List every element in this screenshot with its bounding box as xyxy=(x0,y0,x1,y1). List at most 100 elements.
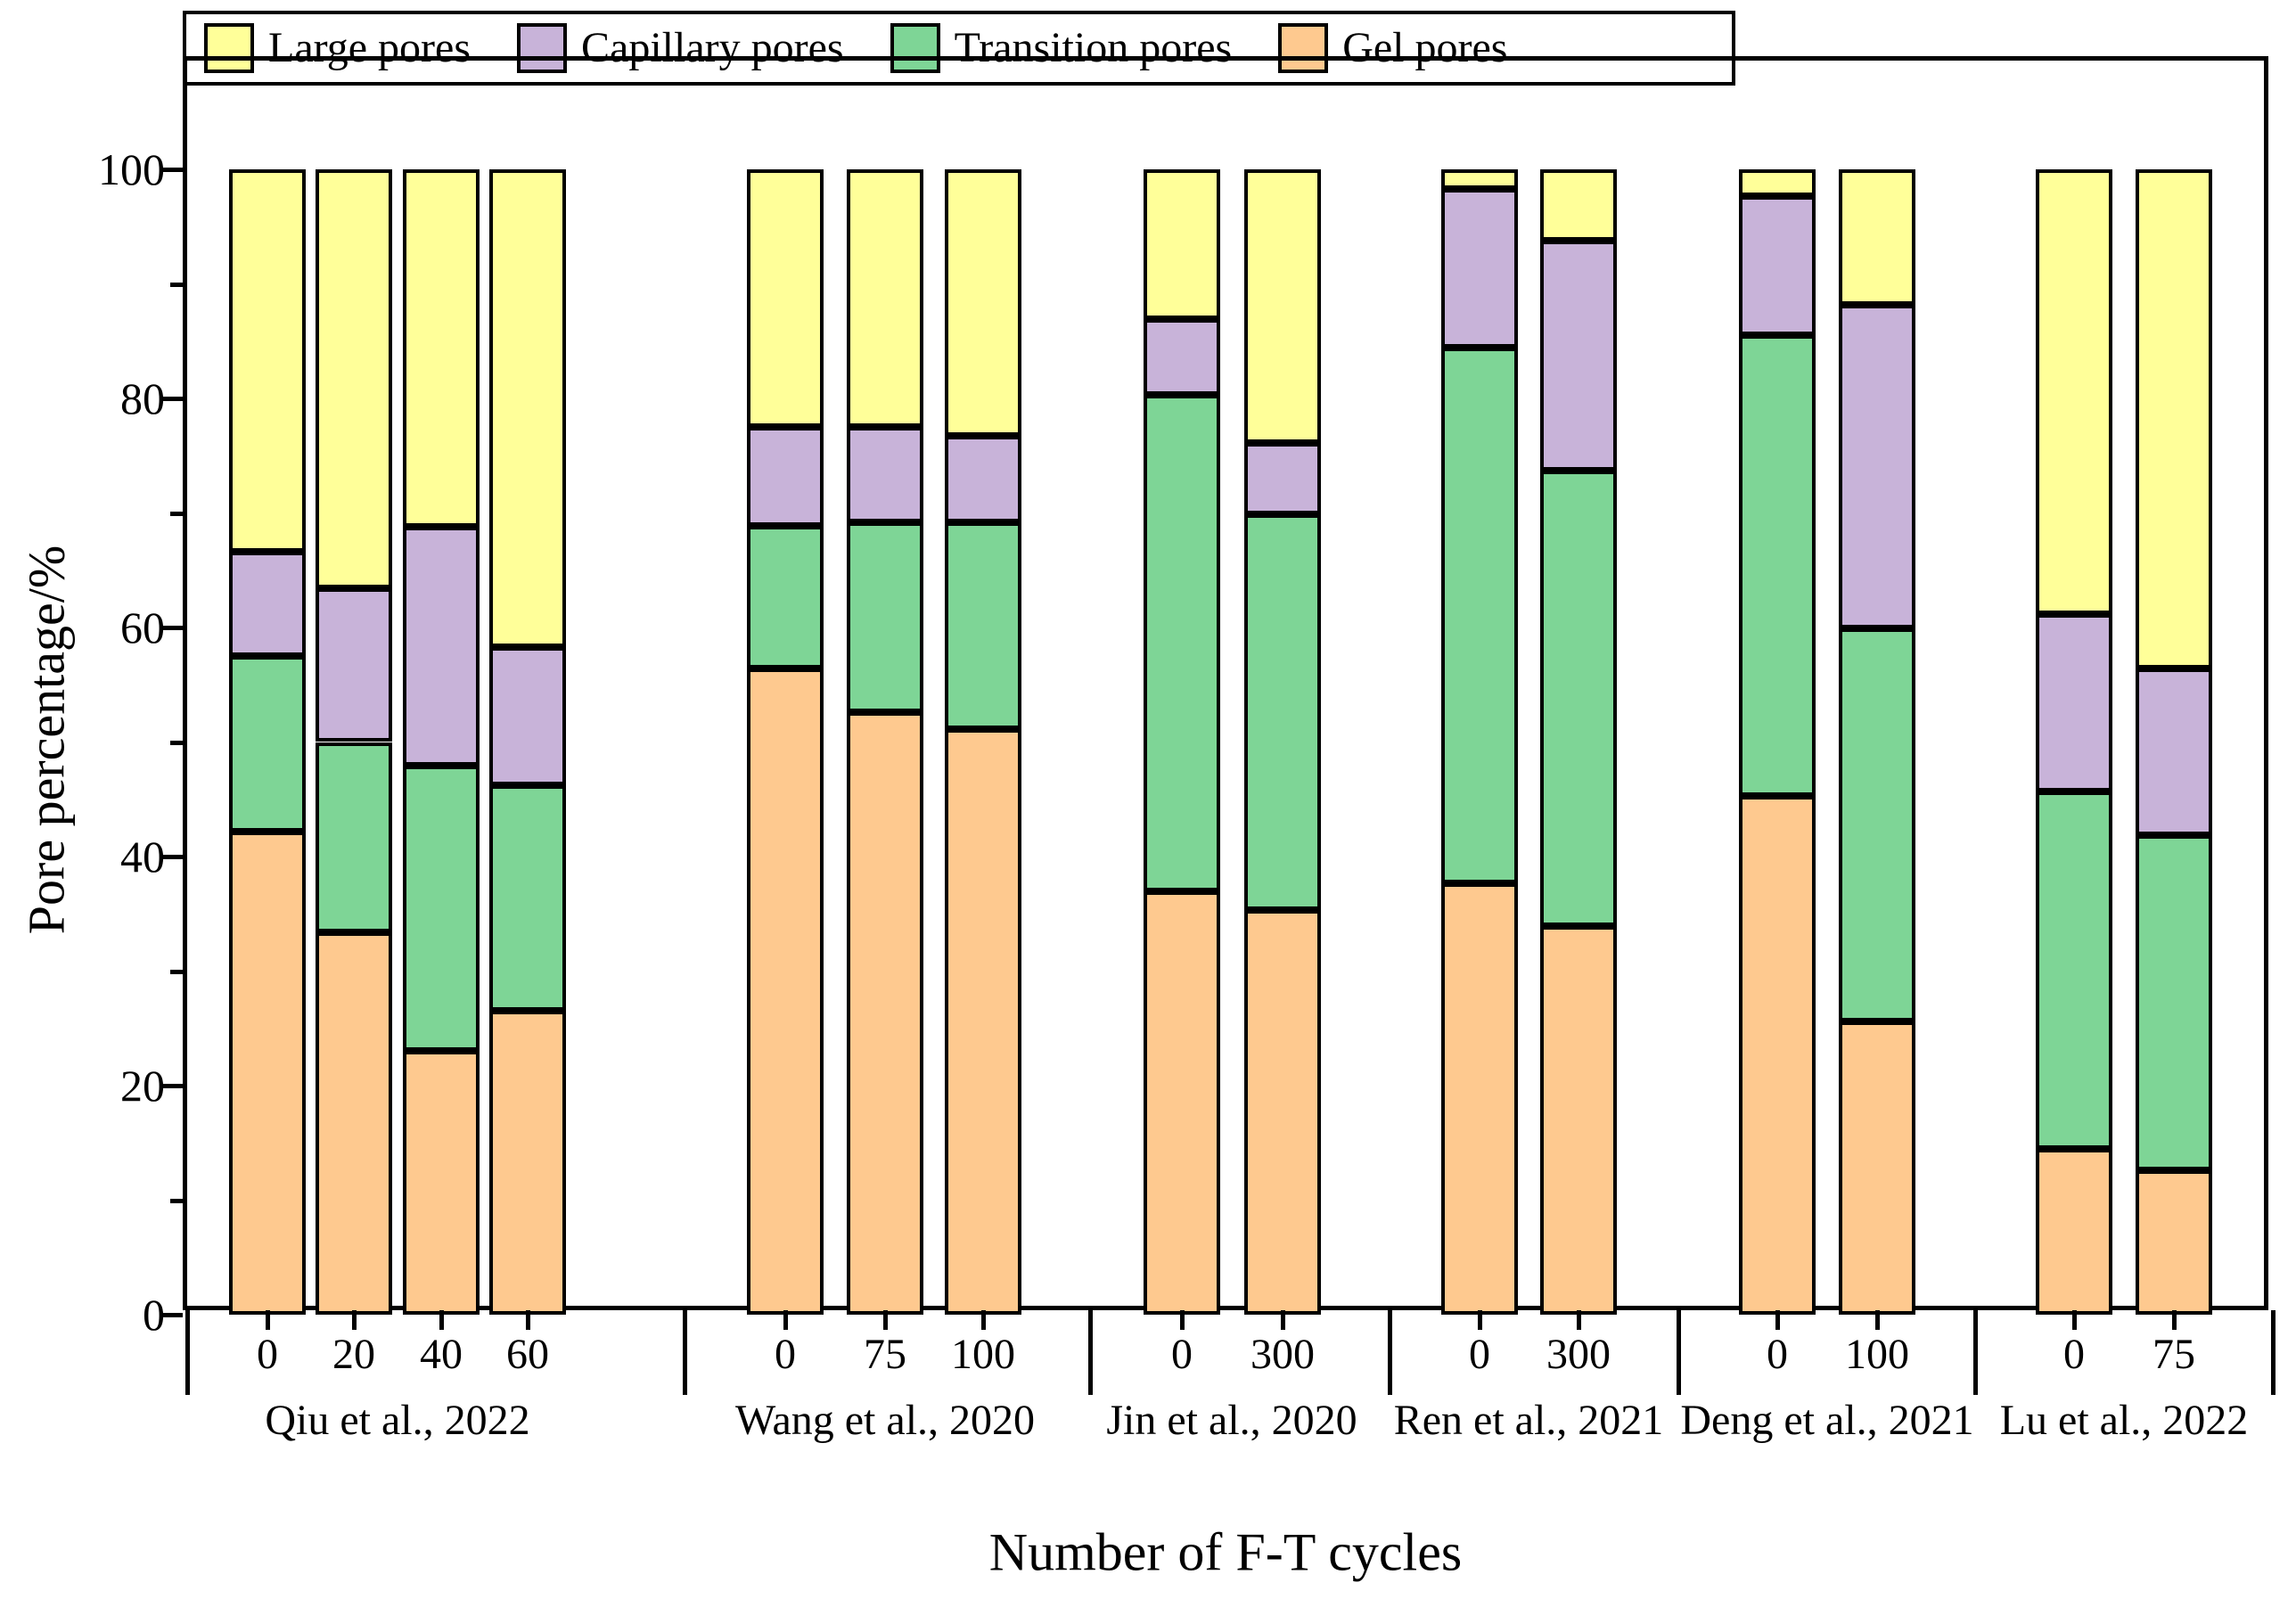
capillary-pores-segment xyxy=(945,436,1021,522)
y-axis-major-tick xyxy=(160,626,183,630)
gel-pores-segment xyxy=(403,1051,480,1315)
y-axis-major-tick xyxy=(160,855,183,859)
group-separator xyxy=(1088,1310,1093,1395)
x-axis-tick xyxy=(783,1310,788,1330)
transition-pores-segment xyxy=(1244,513,1321,911)
transition-pores-segment xyxy=(1839,628,1915,1022)
gel-pores-segment xyxy=(1839,1021,1915,1315)
gel-pores-segment xyxy=(945,729,1021,1315)
capillary-pores-segment xyxy=(489,646,566,786)
y-axis-major-tick xyxy=(160,397,183,401)
large-pores-segment xyxy=(2136,169,2212,669)
capillary-pores-segment xyxy=(1839,304,1915,629)
plot-area: 0 20 40 60 80 100 0 20 40 60 Qiu et al., 2022 0 75 10… xyxy=(98,56,2276,1442)
legend-item-transition-pores: Transition pores xyxy=(890,23,1233,73)
gel-pores-segment xyxy=(747,668,824,1315)
large-pores-swatch xyxy=(204,23,254,73)
x-axis-tick xyxy=(981,1310,986,1330)
y-tick-label: 80 xyxy=(120,373,165,423)
chart-legend: Large pores Capillary pores Transition por… xyxy=(183,11,1735,86)
group-label-study: Ren et al., 2021 xyxy=(1393,1397,1664,1444)
large-pores-segment xyxy=(489,169,566,647)
large-pores-segment xyxy=(945,169,1021,437)
gel-pores-segment xyxy=(1739,795,1816,1315)
transition-pores-segment xyxy=(1739,335,1816,796)
group-separator xyxy=(1388,1310,1392,1395)
legend-label: Gel pores xyxy=(1342,24,1508,71)
gel-pores-segment xyxy=(2036,1148,2112,1315)
y-axis-minor-tick xyxy=(170,969,183,974)
y-axis-minor-tick xyxy=(170,1198,183,1203)
y-axis-minor-tick xyxy=(170,282,183,287)
x-tick-label-cycles: 75 xyxy=(864,1331,906,1378)
gel-pores-segment xyxy=(229,831,306,1315)
capillary-pores-segment xyxy=(2136,668,2212,835)
capillary-pores-segment xyxy=(747,427,824,526)
y-axis-minor-tick xyxy=(170,511,183,516)
x-axis-tick xyxy=(439,1310,444,1330)
stacked-bar xyxy=(1144,61,1220,1315)
y-tick-label: 0 xyxy=(143,1290,165,1340)
x-tick-label-cycles: 300 xyxy=(1546,1331,1611,1378)
x-tick-label-cycles: 300 xyxy=(1250,1331,1315,1378)
y-axis-major-tick xyxy=(160,1313,183,1317)
stacked-bar xyxy=(2036,61,2112,1315)
x-tick-label-cycles: 0 xyxy=(1767,1331,1788,1378)
large-pores-segment xyxy=(1839,169,1915,305)
group-label-study: Wang et al., 2020 xyxy=(734,1397,1036,1444)
x-axis-tick xyxy=(352,1310,357,1330)
group-separator xyxy=(2271,1310,2276,1395)
large-pores-segment xyxy=(403,169,480,527)
gel-pores-segment xyxy=(316,931,392,1315)
transition-pores-segment xyxy=(489,785,566,1012)
large-pores-segment xyxy=(229,169,306,553)
x-tick-label-cycles: 20 xyxy=(332,1331,375,1378)
stacked-bar xyxy=(747,61,824,1315)
gel-pores-swatch xyxy=(1278,23,1329,73)
stacked-bar xyxy=(1739,61,1816,1315)
large-pores-segment xyxy=(1144,169,1220,320)
x-tick-label-cycles: 100 xyxy=(1845,1331,1909,1378)
x-axis-tick xyxy=(1281,1310,1285,1330)
x-axis-tick xyxy=(1180,1310,1185,1330)
transition-pores-segment xyxy=(847,521,923,713)
large-pores-segment xyxy=(847,169,923,428)
gel-pores-segment xyxy=(1441,882,1518,1315)
x-tick-label-cycles: 100 xyxy=(951,1331,1015,1378)
group-separator xyxy=(1677,1310,1681,1395)
x-tick-label-cycles: 0 xyxy=(2063,1331,2085,1378)
large-pores-segment xyxy=(1244,169,1321,444)
x-axis-tick xyxy=(2072,1310,2077,1330)
group-label-study: Qiu et al., 2022 xyxy=(265,1397,530,1444)
legend-label: Transition pores xyxy=(954,24,1233,71)
group-label-study: Lu et al., 2022 xyxy=(1999,1397,2249,1444)
stacked-bar xyxy=(2136,61,2212,1315)
gel-pores-segment xyxy=(2136,1170,2212,1315)
gel-pores-segment xyxy=(1244,910,1321,1315)
x-axis-tick xyxy=(1775,1310,1780,1330)
transition-pores-segment xyxy=(229,656,306,832)
legend-item-capillary-pores: Capillary pores xyxy=(517,23,844,73)
capillary-pores-segment xyxy=(1244,443,1321,514)
stacked-bar xyxy=(403,61,480,1315)
stacked-bar xyxy=(1839,61,1915,1315)
y-axis-major-tick xyxy=(160,168,183,172)
capillary-pores-segment xyxy=(1739,195,1816,336)
y-axis-title: Pore percentage/% xyxy=(17,545,76,935)
transition-pores-segment xyxy=(747,525,824,669)
gel-pores-segment xyxy=(847,712,923,1315)
transition-pores-segment xyxy=(403,766,480,1052)
x-tick-label-cycles: 60 xyxy=(506,1331,549,1378)
x-axis-tick xyxy=(266,1310,270,1330)
stacked-bar xyxy=(847,61,923,1315)
y-axis-minor-tick xyxy=(170,740,183,745)
capillary-pores-segment xyxy=(229,552,306,657)
large-pores-segment xyxy=(1540,169,1617,241)
capillary-pores-segment xyxy=(847,427,923,522)
capillary-pores-segment xyxy=(2036,613,2112,791)
large-pores-segment xyxy=(2036,169,2112,614)
transition-pores-segment xyxy=(2136,834,2212,1171)
large-pores-segment xyxy=(1739,169,1816,196)
capillary-pores-segment xyxy=(1144,319,1220,396)
legend-label: Large pores xyxy=(268,24,472,71)
